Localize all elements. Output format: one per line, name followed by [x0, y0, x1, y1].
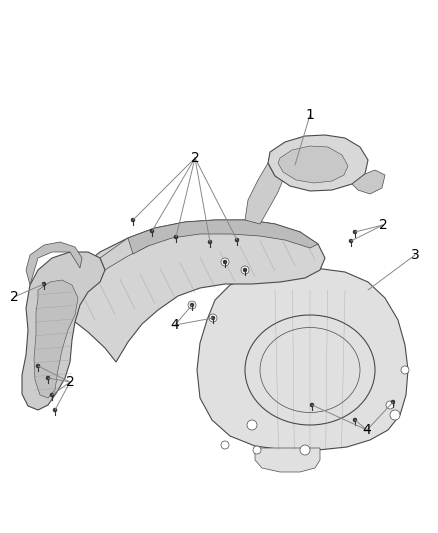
Circle shape	[221, 441, 229, 449]
Circle shape	[131, 218, 135, 222]
Circle shape	[150, 229, 154, 233]
Circle shape	[50, 393, 54, 397]
Text: 2: 2	[191, 151, 199, 165]
Circle shape	[36, 364, 40, 368]
Polygon shape	[26, 242, 82, 285]
Circle shape	[209, 314, 217, 322]
Circle shape	[353, 230, 357, 234]
Text: 2: 2	[66, 375, 74, 389]
Polygon shape	[255, 448, 320, 472]
Circle shape	[253, 446, 261, 454]
Circle shape	[391, 400, 395, 404]
Text: 1: 1	[306, 108, 314, 122]
Polygon shape	[34, 280, 78, 398]
Circle shape	[208, 240, 212, 244]
Polygon shape	[245, 163, 285, 224]
Circle shape	[241, 266, 249, 274]
Polygon shape	[128, 220, 318, 254]
Circle shape	[243, 268, 247, 272]
Circle shape	[349, 239, 353, 243]
Circle shape	[221, 258, 229, 266]
Text: 2: 2	[378, 218, 387, 232]
Polygon shape	[100, 228, 155, 270]
Circle shape	[211, 316, 215, 320]
Circle shape	[42, 282, 46, 286]
Text: 4: 4	[363, 423, 371, 437]
Circle shape	[300, 445, 310, 455]
Circle shape	[190, 303, 194, 307]
Polygon shape	[22, 252, 105, 410]
Circle shape	[235, 238, 239, 242]
Circle shape	[390, 410, 400, 420]
Circle shape	[310, 403, 314, 407]
Polygon shape	[278, 146, 348, 183]
Text: 2: 2	[10, 290, 18, 304]
Text: 4: 4	[171, 318, 180, 332]
Polygon shape	[268, 135, 368, 191]
Polygon shape	[352, 170, 385, 194]
Circle shape	[401, 366, 409, 374]
Circle shape	[188, 301, 196, 309]
Circle shape	[46, 376, 50, 380]
Circle shape	[353, 418, 357, 422]
Circle shape	[223, 260, 227, 264]
Circle shape	[174, 235, 178, 239]
Circle shape	[53, 408, 57, 412]
Polygon shape	[62, 220, 325, 362]
Circle shape	[386, 401, 394, 409]
Polygon shape	[197, 268, 408, 450]
Text: 3: 3	[411, 248, 419, 262]
Circle shape	[247, 420, 257, 430]
